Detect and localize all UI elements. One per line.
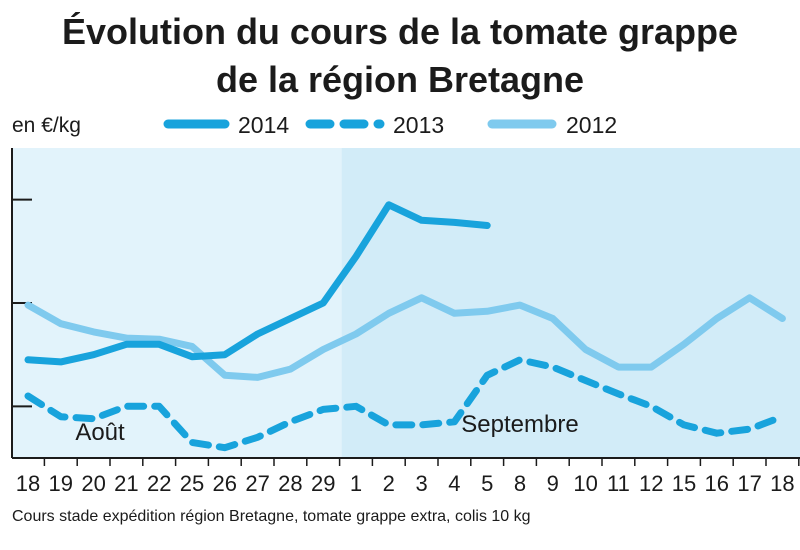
x-tick-label-6: 26 xyxy=(213,471,237,496)
x-tick-label-22: 17 xyxy=(737,471,761,496)
source-note: Cours stade expédition région Bretagne, … xyxy=(12,508,531,525)
legend-label-2014: 2014 xyxy=(238,112,289,138)
series-line-2012 xyxy=(24,294,786,381)
x-tick-label-14: 5 xyxy=(481,471,493,496)
x-tick-label-8: 28 xyxy=(278,471,302,496)
x-tick-label-18: 11 xyxy=(607,471,630,496)
x-tick-label-4: 22 xyxy=(147,471,171,496)
x-tick-label-19: 12 xyxy=(639,471,663,496)
x-tick-label-17: 10 xyxy=(573,471,597,496)
chart-title: Évolution du cours de la tomate grappe xyxy=(61,11,739,52)
x-tick-label-5: 25 xyxy=(180,471,204,496)
month-label-septembre: Septembre xyxy=(461,411,578,438)
x-tick-label-20: 15 xyxy=(672,471,696,496)
series-line-2013 xyxy=(24,356,786,452)
x-tick-label-10: 1 xyxy=(350,471,362,496)
month-label-aout: Août xyxy=(75,419,125,446)
legend-label-2012: 2012 xyxy=(566,112,617,138)
x-tick-label-23: 18 xyxy=(770,471,794,496)
series-line-2014 xyxy=(24,201,491,366)
x-tick-label-1: 19 xyxy=(49,471,73,496)
x-tick-label-12: 3 xyxy=(415,471,427,496)
series-lines xyxy=(24,201,786,452)
x-tick-label-9: 29 xyxy=(311,471,335,496)
panel-aout xyxy=(12,148,342,458)
x-ticks: 18 19 20 21 22 25 26 27 28 29 1 2 3 4 5 8 9 10 11 12 15 16 17 1… xyxy=(16,458,800,496)
y-unit-label: en €/kg xyxy=(12,114,81,137)
x-tick-label-0: 18 xyxy=(16,471,40,496)
x-tick-label-3: 21 xyxy=(114,471,138,496)
legend-label-2013: 2013 xyxy=(393,112,444,138)
x-tick-label-15: 8 xyxy=(514,471,526,496)
month-labels: Août Septembre xyxy=(75,411,578,446)
x-tick-label-11: 2 xyxy=(383,471,395,496)
chart-subtitle: de la région Bretagne xyxy=(215,59,585,100)
x-tick-label-2: 20 xyxy=(81,471,105,496)
x-tick-label-16: 9 xyxy=(547,471,559,496)
x-tick-label-21: 16 xyxy=(705,471,729,496)
x-tick-label-7: 27 xyxy=(245,471,269,496)
x-tick-label-13: 4 xyxy=(448,471,460,496)
legend: 2014 2013 2012 xyxy=(163,112,617,138)
